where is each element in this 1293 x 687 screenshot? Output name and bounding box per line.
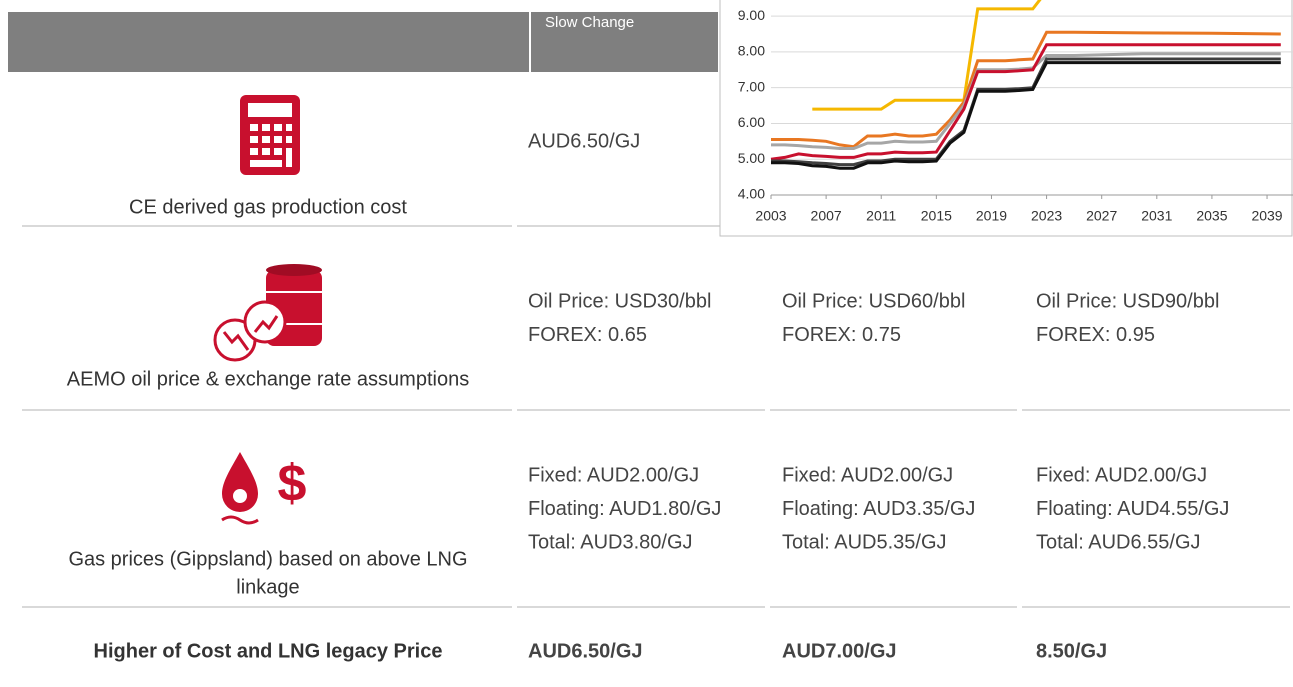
series-line (771, 52, 1281, 150)
y-tick-label: 6.00 (738, 114, 765, 130)
cell-text: Fixed: AUD2.00/GJ (1036, 464, 1207, 486)
chart-ticks: 4.00 5.00 6.00 7.00 8.00 9.00 2003 2007 2011 2015… (738, 7, 1283, 224)
x-tick-label: 2031 (1141, 208, 1172, 224)
cell-text: FOREX: 0.65 (528, 324, 647, 346)
header-title: Slow Change (545, 14, 634, 31)
series-line (770, 43, 1281, 161)
cell-text: AUD6.50/GJ (528, 130, 640, 152)
x-tick-label: 2039 (1251, 208, 1282, 224)
chart-grid (771, 15, 1293, 196)
y-tick-label: 4.00 (738, 186, 765, 202)
cell-text: Total: AUD3.80/GJ (528, 531, 693, 553)
cell-text: AUD7.00/GJ (782, 640, 897, 662)
cell-text: 8.50/GJ (1036, 640, 1107, 662)
x-tick-label: 2007 (811, 208, 842, 224)
x-tick-label: 2015 (921, 208, 952, 224)
x-tick-label: 2023 (1031, 208, 1062, 224)
svg-text:$: $ (278, 455, 307, 513)
row-label: linkage (236, 576, 299, 598)
cell-text: FOREX: 0.95 (1036, 324, 1155, 346)
calculator-icon (240, 95, 300, 175)
gas-price-icon: $ (221, 452, 307, 525)
header-bar (8, 12, 718, 72)
table-text: CE derived gas production cost AUD6.50/GJ… (67, 130, 1230, 662)
x-tick-label: 2027 (1086, 208, 1117, 224)
series-line (771, 30, 1281, 149)
y-tick-label: 9.00 (738, 7, 765, 23)
oil-barrel-icon (213, 264, 322, 362)
row-label: AEMO oil price & exchange rate assumptio… (67, 368, 469, 390)
cell-text: Floating: AUD1.80/GJ (528, 498, 721, 520)
row-label: Gas prices (Gippsland) based on above LN… (68, 548, 467, 570)
row-label: Higher of Cost and LNG legacy Price (94, 640, 443, 662)
cell-text: Total: AUD6.55/GJ (1036, 531, 1201, 553)
cell-text: Oil Price: USD90/bbl (1036, 290, 1219, 312)
cell-text: Total: AUD5.35/GJ (782, 531, 947, 553)
cell-text: Oil Price: USD60/bbl (782, 290, 965, 312)
x-tick-label: 2011 (866, 208, 896, 224)
y-tick-label: 8.00 (738, 43, 765, 59)
x-tick-label: 2035 (1196, 208, 1227, 224)
cell-text: AUD6.50/GJ (528, 640, 643, 662)
cell-text: Floating: AUD3.35/GJ (782, 498, 975, 520)
x-tick-label: 2019 (976, 208, 1007, 224)
x-tick-label: 2003 (755, 208, 786, 224)
chart-lines (770, 0, 1281, 170)
cell-text: Oil Price: USD30/bbl (528, 290, 711, 312)
cell-text: Floating: AUD4.55/GJ (1036, 498, 1229, 520)
cell-text: Fixed: AUD2.00/GJ (528, 464, 699, 486)
y-tick-label: 7.00 (738, 78, 765, 94)
cell-text: Fixed: AUD2.00/GJ (782, 464, 953, 486)
row-label: CE derived gas production cost (129, 196, 407, 218)
series-line (771, 61, 1281, 170)
y-tick-label: 5.00 (738, 150, 765, 166)
chart-frame (719, 0, 1293, 237)
series-line (812, 0, 1042, 111)
cell-text: FOREX: 0.75 (782, 324, 901, 346)
